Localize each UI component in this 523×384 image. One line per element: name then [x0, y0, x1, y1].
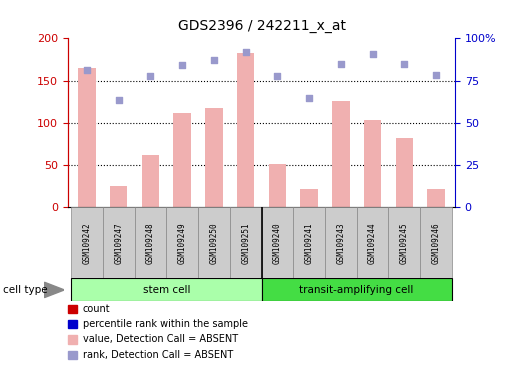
Bar [198, 207, 230, 278]
Bar [71, 207, 103, 278]
Bar [230, 207, 262, 278]
Text: value, Detection Call = ABSENT: value, Detection Call = ABSENT [83, 334, 238, 344]
Bar [174, 113, 191, 207]
Point [368, 51, 377, 58]
Point [337, 61, 345, 67]
Bar [71, 278, 262, 301]
Text: GSM109246: GSM109246 [431, 222, 440, 264]
Bar [142, 155, 159, 207]
Point [83, 66, 91, 73]
Bar [134, 207, 166, 278]
Point [400, 61, 408, 67]
Text: GSM109245: GSM109245 [400, 222, 409, 264]
Text: stem cell: stem cell [143, 285, 190, 295]
Text: count: count [83, 304, 110, 314]
Text: GSM109241: GSM109241 [304, 222, 314, 264]
Point [273, 73, 281, 79]
Text: GSM109249: GSM109249 [178, 222, 187, 264]
Text: percentile rank within the sample: percentile rank within the sample [83, 319, 247, 329]
Bar [420, 207, 452, 278]
Bar [357, 207, 389, 278]
Bar [237, 53, 254, 207]
Text: transit-amplifying cell: transit-amplifying cell [300, 285, 414, 295]
Text: GSM109240: GSM109240 [273, 222, 282, 264]
Text: cell type: cell type [3, 285, 47, 295]
Bar [364, 120, 381, 207]
Bar [300, 189, 318, 207]
Point [146, 73, 155, 79]
Bar [110, 186, 128, 207]
Text: GSM109244: GSM109244 [368, 222, 377, 264]
Point [242, 49, 250, 55]
Polygon shape [44, 282, 64, 298]
Point [210, 57, 218, 63]
Bar [262, 278, 452, 301]
Bar [427, 189, 445, 207]
Point [305, 95, 313, 101]
Point [432, 72, 440, 78]
Text: GSM109247: GSM109247 [114, 222, 123, 264]
Bar [293, 207, 325, 278]
Bar [103, 207, 134, 278]
Text: GSM109250: GSM109250 [209, 222, 219, 264]
Bar [166, 207, 198, 278]
Point [115, 97, 123, 103]
Text: GSM109251: GSM109251 [241, 222, 250, 264]
Bar [325, 207, 357, 278]
Text: rank, Detection Call = ABSENT: rank, Detection Call = ABSENT [83, 350, 233, 360]
Bar [205, 108, 223, 207]
Text: GDS2396 / 242211_x_at: GDS2396 / 242211_x_at [177, 19, 346, 33]
Bar [389, 207, 420, 278]
Bar [262, 207, 293, 278]
Bar [395, 138, 413, 207]
Point [178, 62, 186, 68]
Bar [269, 164, 286, 207]
Bar [78, 68, 96, 207]
Bar [332, 101, 349, 207]
Text: GSM109248: GSM109248 [146, 222, 155, 264]
Text: GSM109242: GSM109242 [83, 222, 92, 264]
Text: GSM109243: GSM109243 [336, 222, 345, 264]
